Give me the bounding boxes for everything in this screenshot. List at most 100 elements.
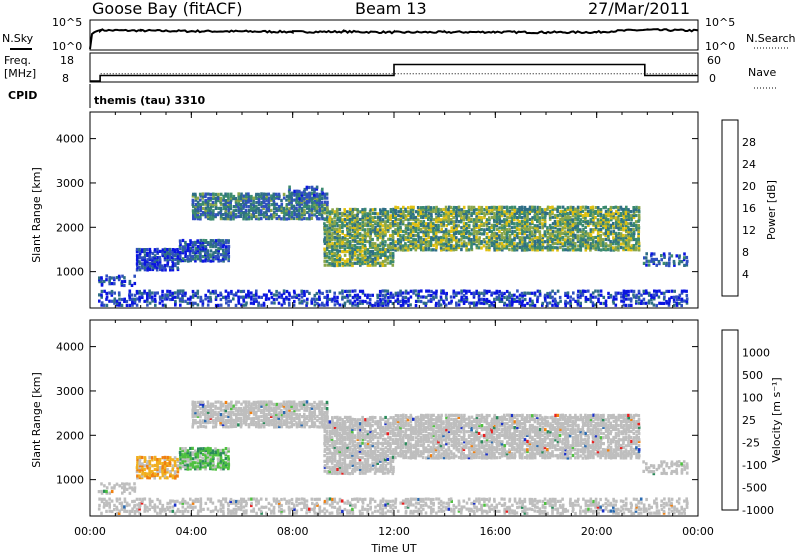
heatmap-cell [399, 291, 403, 295]
heatmap-cell [449, 246, 453, 250]
heatmap-cell [222, 467, 225, 471]
heatmap-cell [325, 247, 329, 251]
heatmap-cell [280, 416, 284, 421]
heatmap-cell [308, 191, 311, 195]
heatmap-cell [118, 303, 121, 307]
heatmap-cell [620, 220, 623, 224]
heatmap-cell [285, 412, 289, 416]
heatmap-cell [214, 447, 217, 451]
heatmap-cell [404, 289, 408, 293]
heatmap-cell [346, 233, 349, 237]
heatmap-cell [178, 251, 182, 255]
heatmap-cell [323, 295, 326, 299]
heatmap-cell [364, 258, 367, 262]
heatmap-cell [551, 232, 554, 236]
heatmap-cell [536, 212, 539, 216]
heatmap-cell [521, 223, 524, 228]
heatmap-cell [214, 215, 217, 219]
heatmap-cell [204, 406, 207, 410]
heatmap-cell [249, 196, 253, 200]
heatmap-cell [447, 242, 451, 246]
heatmap-cell [503, 238, 507, 242]
heatmap-cell [227, 257, 230, 261]
heatmap-cell [455, 303, 458, 307]
heatmap-cell [138, 466, 141, 470]
heatmap-cell [249, 410, 253, 415]
heatmap-cell [391, 211, 395, 216]
heatmap-cell [589, 228, 593, 232]
heatmap-cell [211, 402, 215, 406]
heatmap-cell [470, 248, 474, 252]
heatmap-cell [622, 228, 625, 232]
heatmap-cell [645, 263, 648, 267]
heatmap-cell [353, 227, 357, 232]
heatmap-cell [287, 211, 291, 215]
heatmap-cell [558, 238, 562, 242]
heatmap-cell [351, 216, 355, 220]
heatmap-cell [245, 192, 248, 196]
heatmap-cell [416, 223, 420, 227]
heatmap-cell [610, 210, 613, 214]
heatmap-cell [209, 415, 213, 419]
heatmap-cell [217, 400, 220, 404]
heatmap-cell [450, 209, 453, 213]
heatmap-cell [278, 419, 281, 423]
heatmap-cell [495, 220, 499, 224]
heatmap-cell [237, 301, 241, 305]
heatmap-cell [543, 222, 547, 226]
heatmap-cell [650, 293, 653, 297]
heatmap-cell [501, 246, 504, 250]
heatmap-cell [242, 421, 246, 425]
heatmap-cell [262, 206, 265, 210]
heatmap-cell [432, 228, 435, 232]
heatmap-cell [148, 264, 152, 268]
heatmap-cell [348, 289, 351, 293]
heatmap-cell [592, 246, 595, 250]
heatmap-cell [582, 228, 585, 232]
heatmap-cell [389, 251, 392, 255]
heatmap-cell [374, 253, 377, 257]
heatmap-cell [427, 242, 431, 246]
heatmap-cell [270, 295, 274, 299]
heatmap-cell [655, 303, 658, 308]
heatmap-cell [274, 411, 278, 415]
heatmap-cell [257, 416, 260, 421]
heatmap-cell [533, 239, 537, 243]
heatmap-cell [437, 242, 441, 246]
heatmap-cell [386, 225, 389, 230]
heatmap-cell [567, 214, 570, 218]
heatmap-cell [272, 421, 276, 425]
heatmap-cell [306, 297, 309, 301]
heatmap-cell [158, 457, 162, 462]
heatmap-cell [108, 482, 111, 486]
heatmap-cell [153, 262, 157, 266]
heatmap-cell [574, 214, 578, 218]
heatmap-cell [341, 223, 344, 227]
heatmap-cell [186, 463, 189, 467]
heatmap-cell [495, 232, 499, 236]
heatmap-cell [520, 208, 524, 212]
heatmap-cell [567, 228, 570, 232]
heatmap-cell [222, 243, 225, 247]
heatmap-cell [287, 406, 291, 410]
heatmap-cell [394, 291, 398, 295]
heatmap-cell [630, 223, 633, 228]
heatmap-cell [265, 198, 268, 202]
heatmap-cell [541, 242, 545, 246]
heatmap-cell [407, 232, 410, 236]
heatmap-cell [546, 291, 549, 296]
heatmap-cell [166, 476, 169, 480]
heatmap-cell [204, 457, 208, 461]
heatmap-cell [308, 195, 312, 199]
heatmap-cell [402, 234, 405, 238]
heatmap-cell [447, 246, 450, 250]
heatmap-cell [511, 244, 514, 248]
heatmap-cell [379, 241, 382, 245]
heatmap-cell [556, 216, 559, 220]
heatmap-cell [247, 408, 251, 412]
heatmap-cell [569, 208, 572, 212]
heatmap-cell [133, 281, 137, 286]
heatmap-cell [174, 470, 177, 474]
heatmap-cell [629, 221, 633, 225]
heatmap-cell [336, 255, 339, 259]
